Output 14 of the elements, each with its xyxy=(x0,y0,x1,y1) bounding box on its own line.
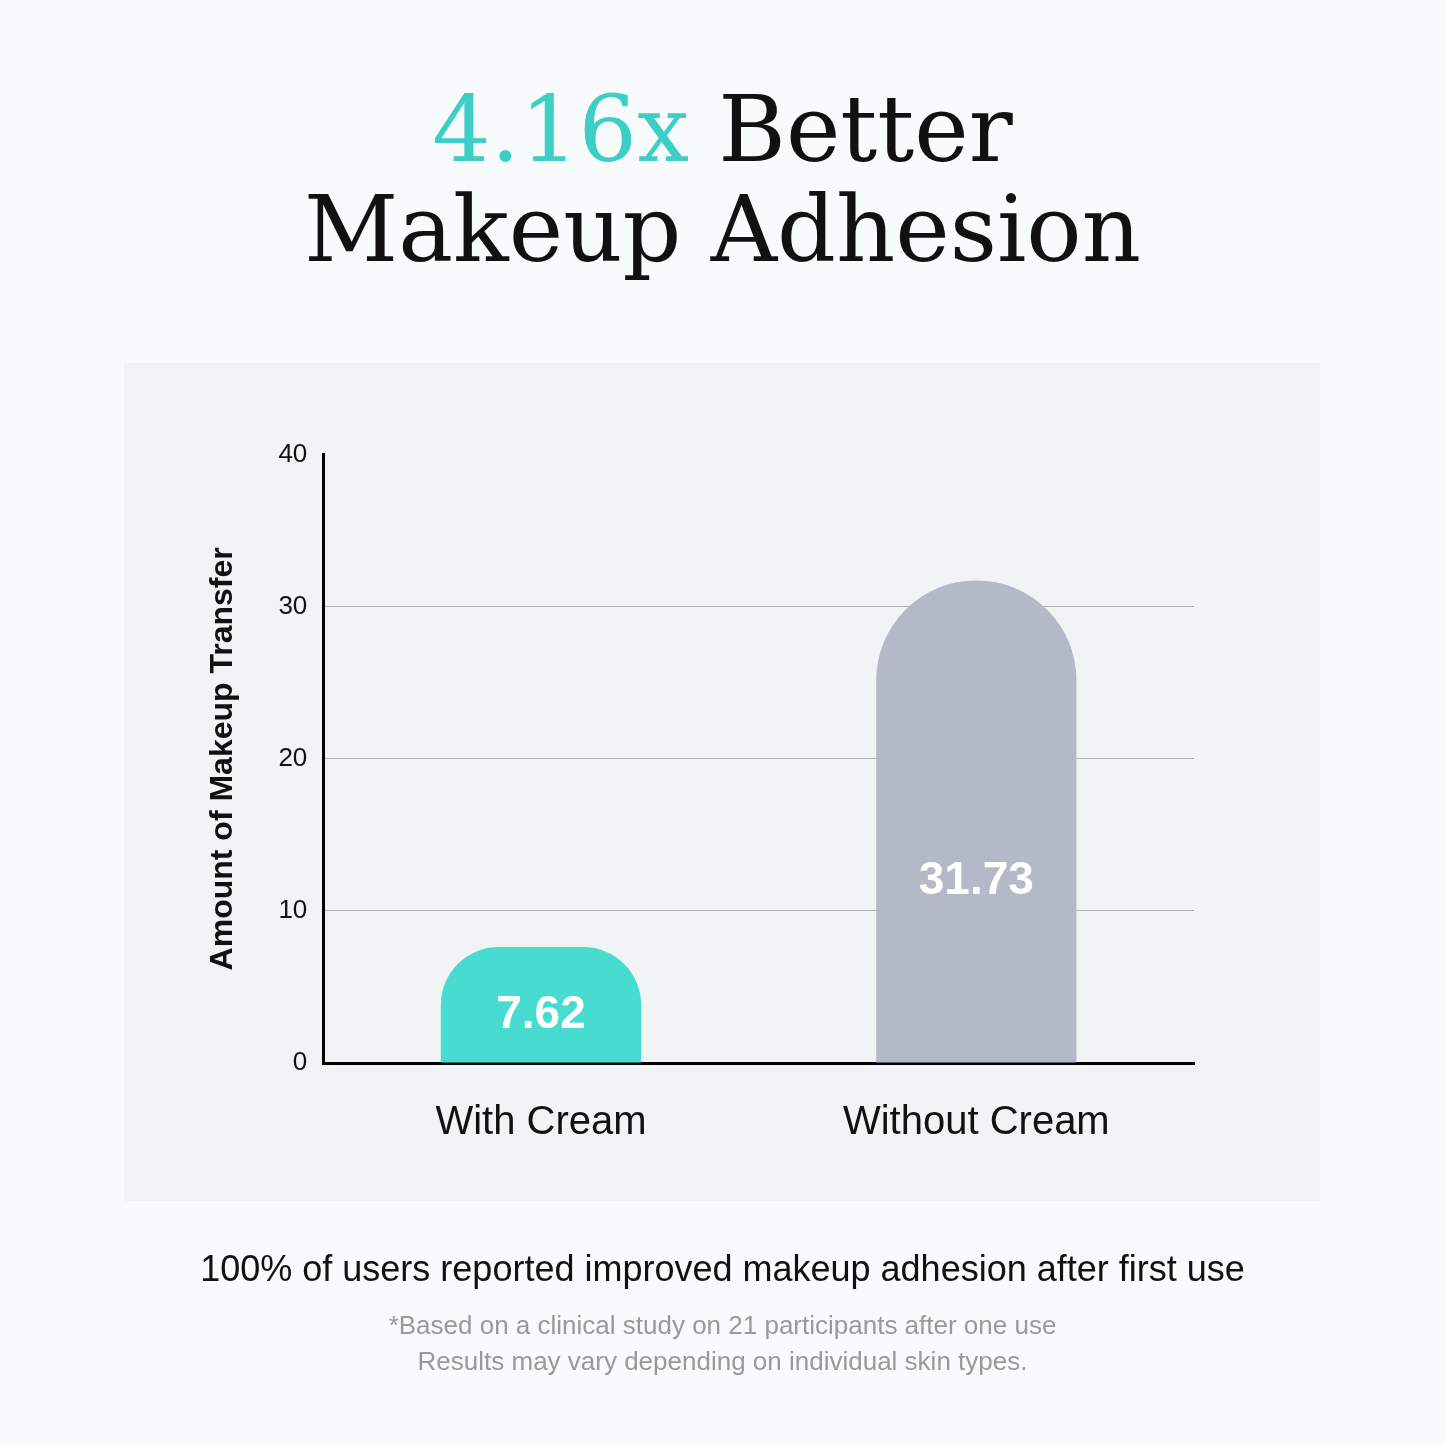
y-axis-title: Amount of Makeup Transfer xyxy=(203,547,240,971)
data-label: 7.62 xyxy=(496,985,586,1038)
y-tick-label: 40 xyxy=(278,437,308,468)
y-tick-label: 0 xyxy=(292,1046,308,1077)
data-label: 31.73 xyxy=(918,852,1034,905)
text: *Based on a clinical study on 21 participants after one use xyxy=(387,1310,1058,1341)
text: 100% of users reported improved makeup adhesion after first use xyxy=(199,1248,1246,1290)
x-tick-label: Without Cream xyxy=(842,1098,1110,1143)
chart-title: 4.16x Better Makeup Adhesion xyxy=(303,76,1142,283)
y-tick-label: 30 xyxy=(278,589,308,620)
text: Results may vary depending on individual skin types. xyxy=(416,1346,1029,1377)
y-tick-label: 20 xyxy=(278,741,308,772)
y-tick-label: 10 xyxy=(278,894,308,925)
x-tick-label: With Cream xyxy=(435,1098,647,1143)
